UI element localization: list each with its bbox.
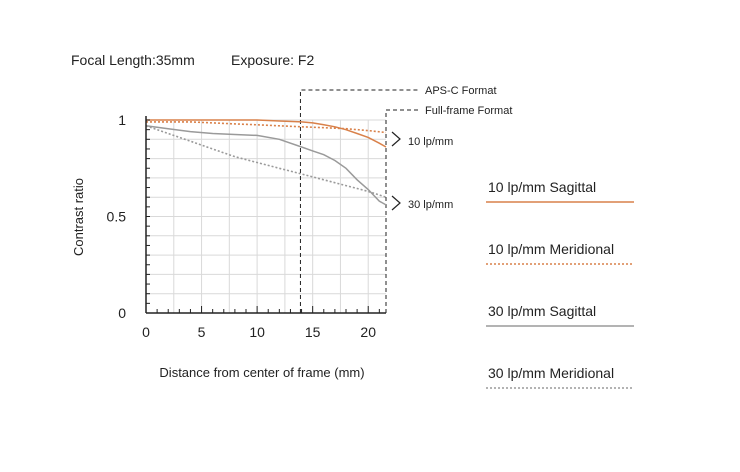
legend-label-3: 30 lp/mm Sagittal — [488, 303, 596, 319]
series-line-2 — [146, 121, 387, 134]
exposure-label: Exposure: F2 — [231, 52, 314, 68]
y-tick-label: 0.5 — [107, 209, 127, 225]
chart-series — [145, 119, 387, 206]
bracket-30-label: 30 lp/mm — [408, 199, 453, 211]
series-line-1 — [146, 119, 387, 148]
legend-label-4: 30 lp/mm Meridional — [488, 365, 614, 381]
bracket-30-chevron — [391, 195, 401, 211]
legend-label-1: 10 lp/mm Sagittal — [488, 179, 596, 195]
series-line-4 — [145, 125, 387, 198]
chart-grid — [146, 119, 386, 313]
x-tick-label: 15 — [305, 324, 321, 340]
bracket-10-label: 10 lp/mm — [408, 136, 453, 148]
bracket-10-chevron — [391, 131, 401, 147]
full-frame-format-line — [385, 109, 418, 313]
chart-tick-labels: 0 5 10 15 20 0 0.5 1 — [107, 112, 377, 340]
chart-legend: 10 lp/mm Sagittal 10 lp/mm Meridional 30 l… — [486, 179, 634, 389]
full-frame-format-label: Full-frame Format — [425, 105, 512, 117]
x-tick-label: 5 — [198, 324, 206, 340]
focal-length-label: Focal Length:35mm — [71, 52, 195, 68]
x-tick-label: 0 — [142, 324, 150, 340]
y-axis-label: Contrast ratio — [71, 178, 86, 256]
format-markers — [299, 89, 418, 313]
aps-c-format-label: APS-C Format — [425, 85, 497, 97]
aps-c-format-line — [299, 89, 418, 313]
legend-label-2: 10 lp/mm Meridional — [488, 241, 614, 257]
chart-axes — [145, 116, 386, 314]
y-tick-label: 0 — [118, 305, 126, 321]
x-axis-label: Distance from center of frame (mm) — [159, 365, 364, 380]
x-tick-label: 10 — [249, 324, 265, 340]
y-tick-label: 1 — [118, 112, 126, 128]
series-line-3 — [145, 125, 387, 206]
x-tick-label: 20 — [360, 324, 376, 340]
